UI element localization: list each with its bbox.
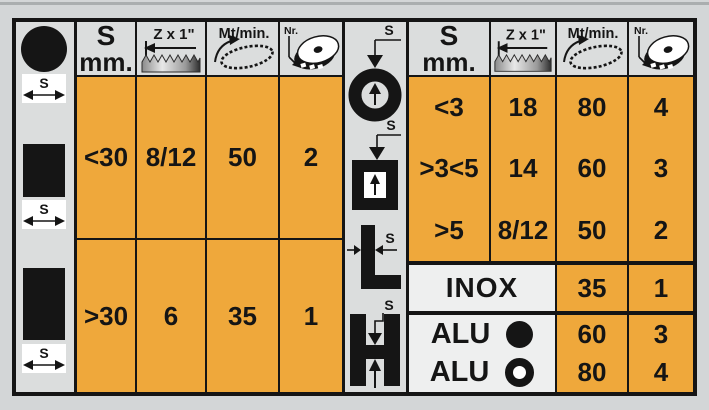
svg-text:S: S bbox=[384, 297, 393, 313]
saw-teeth-icon: Z x 1" bbox=[494, 27, 552, 72]
profile-col-speed: 80 60 50 bbox=[555, 77, 627, 261]
profile-col-thickness: <3 >3<5 >5 bbox=[409, 77, 489, 261]
svg-text:S: S bbox=[39, 75, 48, 91]
profile-row3-thickness: >5 bbox=[434, 214, 464, 245]
blade-loop-icon: Mt/min. bbox=[213, 26, 274, 69]
cutting-chart: S S S bbox=[12, 18, 697, 396]
inox-label-cell: INOX bbox=[409, 261, 555, 311]
col-header-thickness: S mm. bbox=[77, 21, 135, 77]
solid-round-bar-icon bbox=[21, 26, 67, 72]
col-header-wheel-nr: Nr. bbox=[278, 22, 342, 77]
solid-row2-thickness: >30 bbox=[77, 238, 135, 392]
profile-row1-teeth: 18 bbox=[508, 92, 538, 123]
solid-row1-speed: 50 bbox=[205, 77, 278, 238]
profile-row3-teeth: 8/12 bbox=[497, 214, 549, 245]
svg-text:S: S bbox=[384, 22, 393, 38]
profile-row3-wheel: 2 bbox=[653, 214, 669, 245]
col-header-speed: Mt/min. bbox=[205, 22, 278, 77]
svg-text:Z x 1": Z x 1" bbox=[153, 26, 194, 43]
col-header-wheel-nr: Nr. bbox=[627, 22, 693, 77]
s-dimension-box: S bbox=[22, 74, 66, 103]
solid-flat-bar-icon bbox=[23, 268, 65, 340]
hollow-profiles-icons: S S bbox=[347, 22, 402, 388]
profile-row1-thickness: <3 bbox=[434, 92, 464, 123]
h-beam-icon: S bbox=[350, 297, 400, 388]
blade-loop-icon: Mt/min. bbox=[563, 26, 623, 69]
speed-wheel-icon: Nr. bbox=[284, 25, 340, 70]
svg-text:Z x 1": Z x 1" bbox=[506, 27, 546, 43]
alu-solid-round-icon bbox=[506, 320, 534, 348]
profile-row2-wheel: 3 bbox=[653, 153, 669, 184]
solid-row1-wheel: 2 bbox=[278, 77, 342, 238]
saw-teeth-icon: Z x 1" bbox=[141, 26, 201, 72]
profile-row2-thickness: >3<5 bbox=[419, 153, 479, 184]
inox-wheel: 1 bbox=[627, 261, 693, 311]
solid-material-table: S mm. Z x 1" Mt/min. Nr. bbox=[77, 21, 342, 392]
solid-row2-speed: 35 bbox=[205, 238, 278, 392]
svg-text:Mt/min.: Mt/min. bbox=[218, 26, 269, 42]
alu-label-cell: ALU ALU bbox=[409, 311, 555, 392]
s-dimension-box: S bbox=[22, 344, 66, 373]
speed-wheel-icon: Nr. bbox=[634, 25, 690, 70]
solid-row2-teeth: 6 bbox=[135, 238, 205, 392]
col-header-speed: Mt/min. bbox=[555, 22, 627, 77]
alu-solid-wheel: 3 bbox=[653, 318, 669, 349]
profile-row1-speed: 80 bbox=[577, 92, 607, 123]
square-tube-icon: S bbox=[352, 117, 401, 210]
svg-text:S: S bbox=[385, 230, 394, 246]
alu-round-tube-icon bbox=[505, 358, 535, 388]
alu-solid-row-label: ALU bbox=[431, 318, 534, 351]
alu-tube-wheel: 4 bbox=[653, 357, 669, 388]
solid-profiles-icons: S S S bbox=[21, 26, 67, 373]
solid-row1-thickness: <30 bbox=[77, 77, 135, 238]
profile-row1-wheel: 4 bbox=[653, 92, 669, 123]
svg-text:S: S bbox=[386, 117, 395, 133]
hollow-profiles-strip: S S bbox=[342, 22, 409, 392]
round-tube-icon: S bbox=[348, 22, 402, 122]
col-header-teeth: Z x 1" bbox=[135, 22, 205, 77]
solid-row1-teeth: 8/12 bbox=[135, 77, 205, 238]
svg-text:Mt/min.: Mt/min. bbox=[568, 26, 619, 42]
alu-tube-row-label: ALU bbox=[430, 356, 535, 389]
solid-row2-wheel: 1 bbox=[278, 238, 342, 392]
profile-row2-teeth: 14 bbox=[508, 153, 538, 184]
angle-profile-icon: S bbox=[347, 225, 401, 289]
svg-text:S: S bbox=[39, 345, 48, 361]
alu-speed-cell: 60 80 bbox=[555, 311, 627, 392]
alu-wheel-cell: 3 4 bbox=[627, 311, 693, 392]
alu-solid-speed: 60 bbox=[577, 318, 607, 349]
scan-artifact-line bbox=[0, 2, 709, 5]
svg-text:S: S bbox=[39, 201, 48, 217]
solid-profiles-strip: S S S bbox=[16, 22, 77, 392]
profile-row3-speed: 50 bbox=[577, 214, 607, 245]
col-header-thickness: S mm. bbox=[409, 21, 489, 77]
inox-speed: 35 bbox=[555, 261, 627, 311]
s-dimension-box: S bbox=[22, 200, 66, 229]
svg-text:Nr.: Nr. bbox=[284, 25, 298, 37]
profile-material-table: S mm. Z x 1" Mt/min. Nr. bbox=[409, 21, 693, 392]
solid-square-bar-icon bbox=[23, 144, 65, 197]
col-header-teeth: Z x 1" bbox=[489, 22, 555, 77]
profile-col-wheel: 4 3 2 bbox=[627, 77, 693, 261]
profile-col-teeth: 18 14 8/12 bbox=[489, 77, 555, 261]
profile-row2-speed: 60 bbox=[577, 153, 607, 184]
alu-tube-speed: 80 bbox=[577, 357, 607, 388]
svg-text:Nr.: Nr. bbox=[634, 25, 648, 37]
